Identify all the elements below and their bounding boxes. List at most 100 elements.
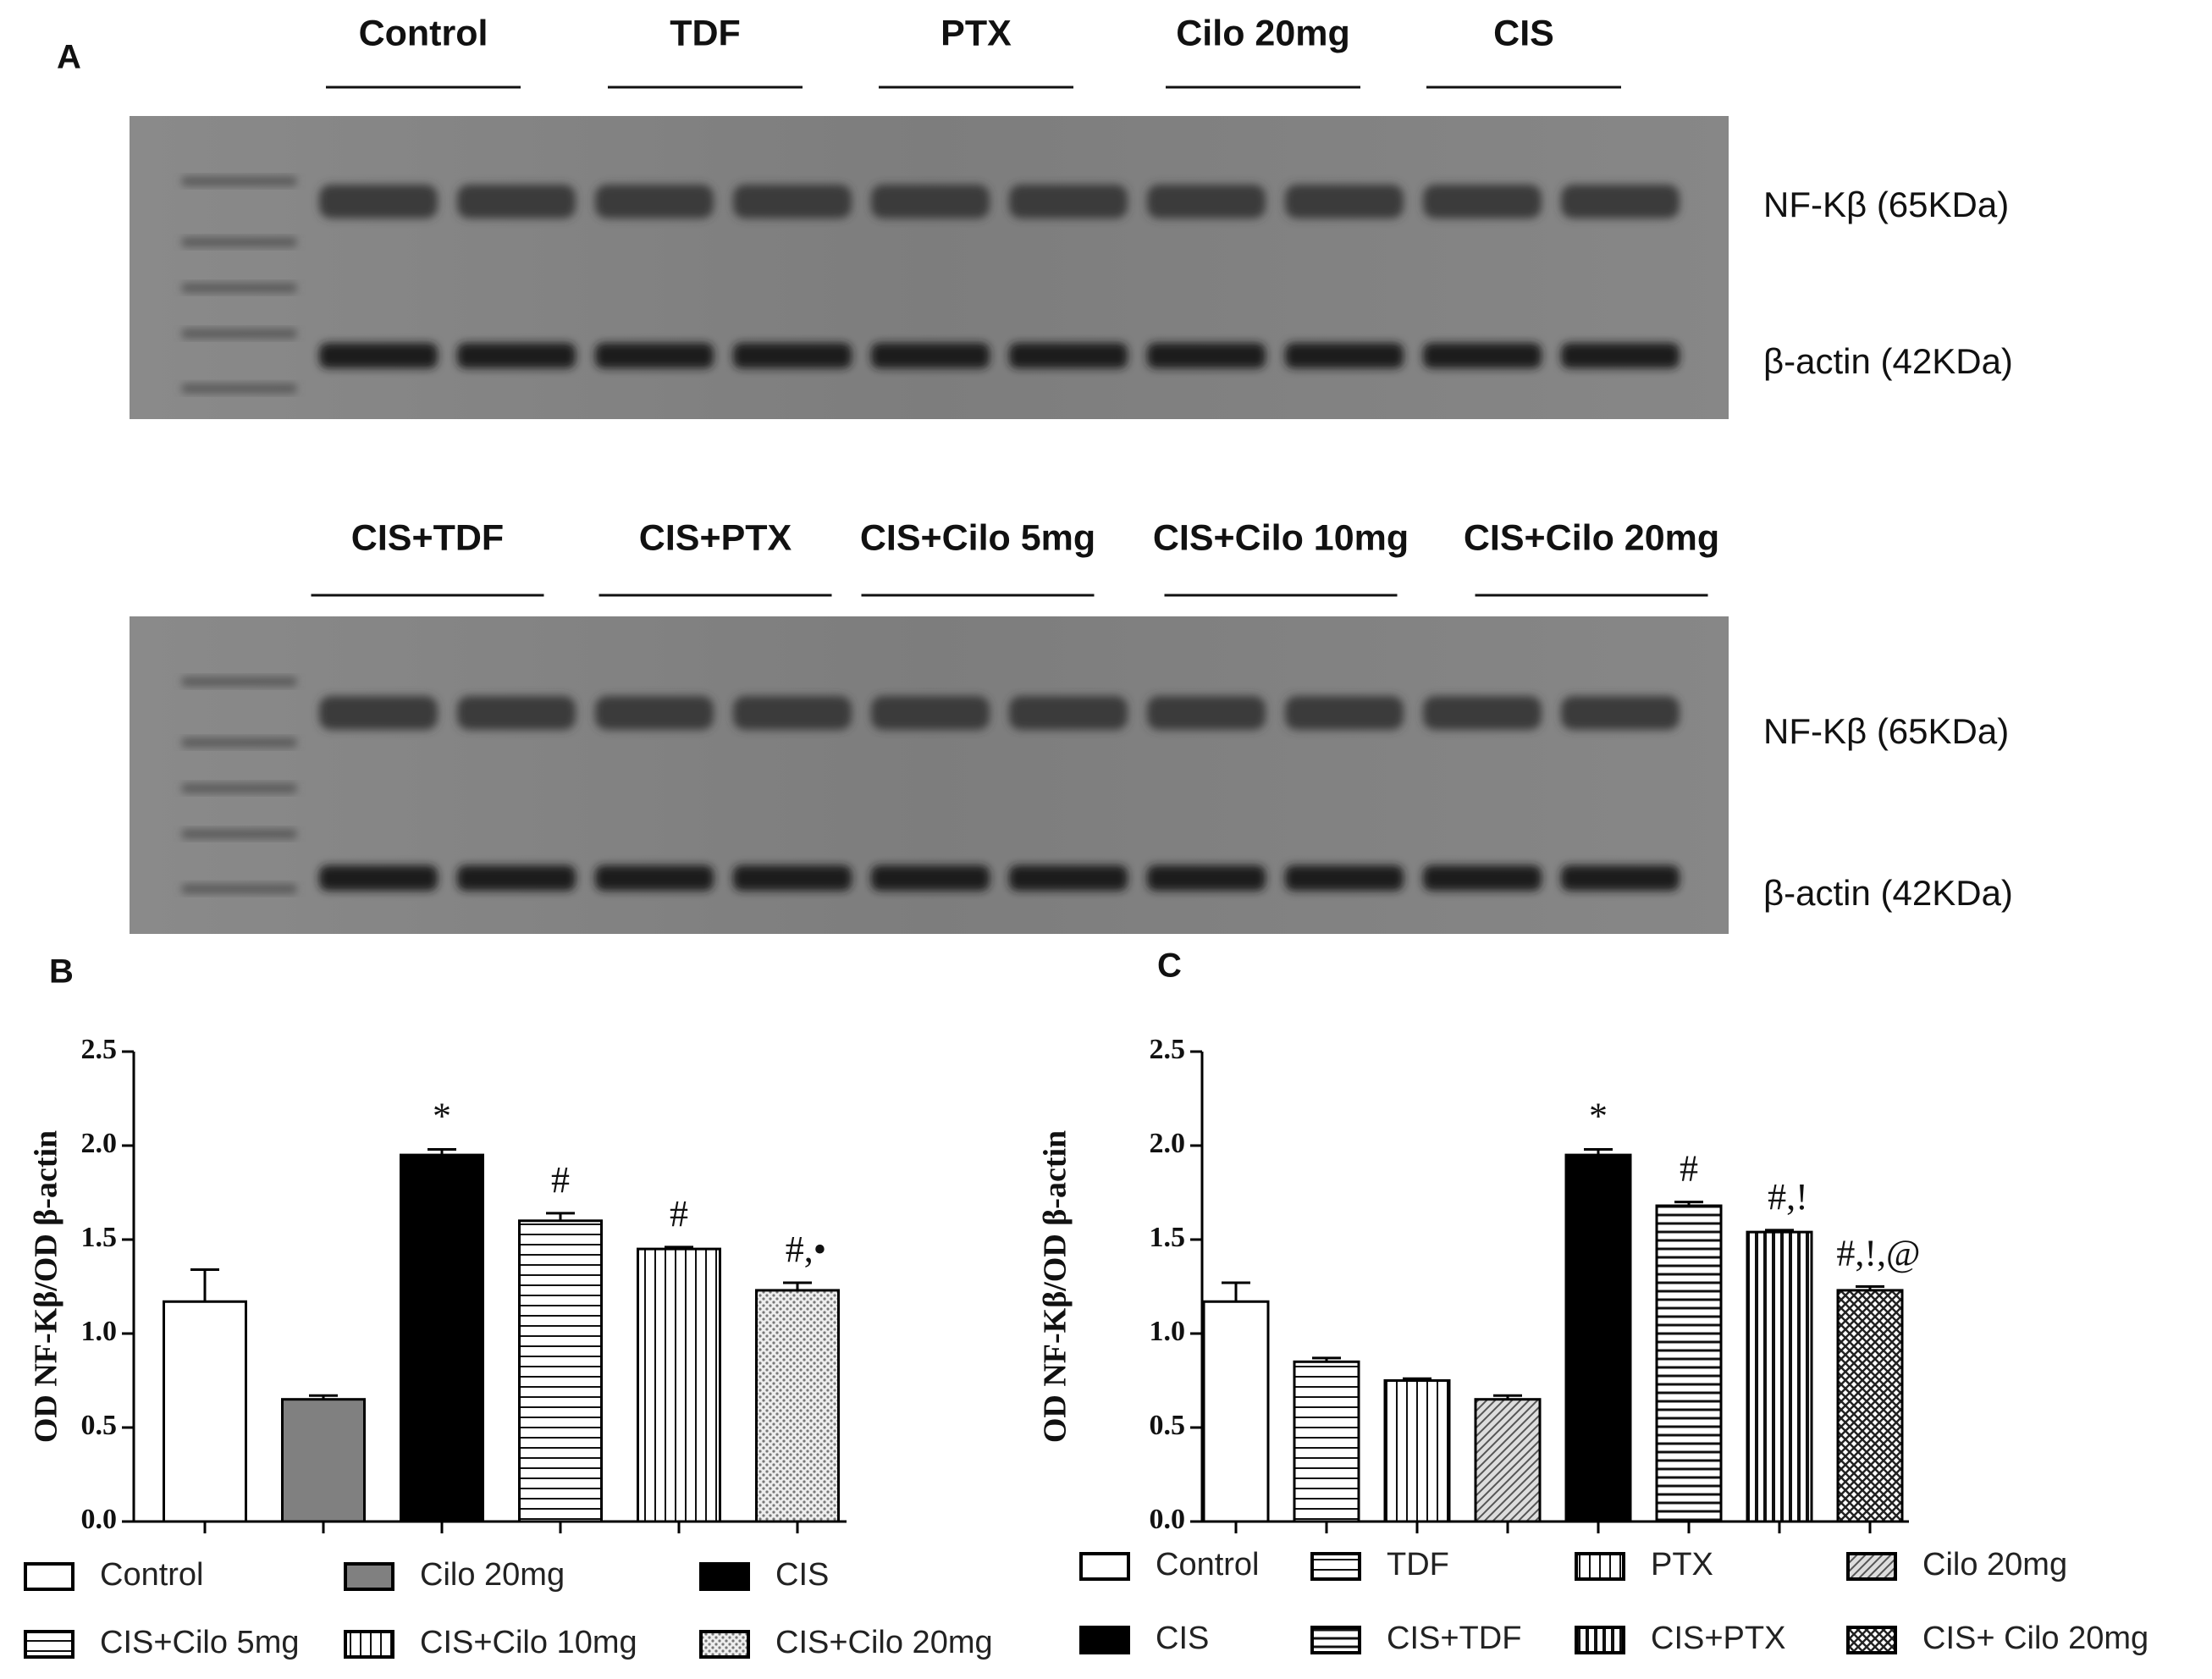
significance-label: # xyxy=(551,1159,570,1201)
nf-kb-band xyxy=(595,185,714,218)
nf-kb-band xyxy=(595,696,714,730)
error-bar xyxy=(1222,1281,1250,1302)
legend-label: TDF xyxy=(1387,1547,1449,1582)
error-bar xyxy=(190,1268,219,1302)
legend-swatch xyxy=(344,1562,394,1591)
nf-kb-band xyxy=(1285,696,1404,730)
blot-membrane xyxy=(130,116,1729,419)
nf-kb-band xyxy=(1561,185,1680,218)
legend-swatch xyxy=(344,1630,394,1659)
actin-band xyxy=(595,343,714,368)
lane-group-label: CIS+Cilo 5mg xyxy=(860,517,1095,558)
legend-label: CIS+Cilo 5mg xyxy=(100,1625,299,1660)
lane-group-label: CIS+PTX xyxy=(639,517,792,558)
bar xyxy=(163,1300,247,1523)
y-tick-label: 0.5 xyxy=(81,1410,118,1441)
actin-band xyxy=(319,343,438,368)
significance-label: #,!,@ xyxy=(1836,1233,1920,1274)
legend-swatch xyxy=(1079,1552,1130,1581)
band-label: β-actin (42KDa) xyxy=(1763,873,2013,913)
bar xyxy=(1746,1230,1813,1523)
y-tick-label: 1.5 xyxy=(1150,1222,1186,1253)
y-tick-label: 0.0 xyxy=(1150,1504,1186,1535)
actin-band xyxy=(1009,343,1128,368)
legend-label: CIS+PTX xyxy=(1651,1621,1785,1656)
lane-group-label: Control xyxy=(359,13,488,53)
lane-group-label: Cilo 20mg xyxy=(1176,13,1350,53)
blot-bands xyxy=(182,177,1680,893)
bar xyxy=(1474,1398,1542,1523)
nf-kb-band xyxy=(733,185,852,218)
significance-label: # xyxy=(1680,1148,1698,1190)
nf-kb-band xyxy=(319,696,438,730)
nf-kb-band xyxy=(871,696,990,730)
lane-group-label: CIS+TDF xyxy=(351,517,504,558)
nf-kb-band xyxy=(1147,696,1266,730)
legend-swatch xyxy=(699,1562,750,1591)
y-tick-label: 2.5 xyxy=(1150,1034,1186,1065)
y-tick-label: 1.0 xyxy=(1150,1316,1186,1347)
actin-band xyxy=(457,865,576,891)
nf-kb-band xyxy=(1147,185,1266,218)
nf-kb-band xyxy=(1561,696,1680,730)
legend-swatch xyxy=(24,1630,74,1659)
actin-band xyxy=(457,343,576,368)
legend-label: Cilo 20mg xyxy=(420,1557,565,1593)
lane-group-label: CIS xyxy=(1493,13,1554,53)
legend-label: Control xyxy=(1156,1547,1260,1582)
lane-group-label: PTX xyxy=(941,13,1012,53)
actin-band xyxy=(733,343,852,368)
significance-label: #,! xyxy=(1768,1176,1808,1218)
actin-band xyxy=(1285,343,1404,368)
nf-kb-band xyxy=(1009,185,1128,218)
band-label: β-actin (42KDa) xyxy=(1763,341,2013,381)
nf-kb-band xyxy=(733,696,852,730)
bar xyxy=(637,1247,721,1523)
legend-label: CIS+ Cilo 20mg xyxy=(1922,1621,2149,1656)
band-label: NF-Kβ (65KDa) xyxy=(1763,711,2009,751)
bar xyxy=(1836,1289,1904,1523)
ladder-band xyxy=(182,830,296,838)
nf-kb-band xyxy=(871,185,990,218)
actin-band xyxy=(1147,865,1266,891)
actin-band xyxy=(1009,865,1128,891)
actin-band xyxy=(319,865,438,891)
y-tick-label: 2.0 xyxy=(81,1128,118,1159)
ladder-band xyxy=(182,238,296,246)
ladder-band xyxy=(182,677,296,686)
nf-kb-band xyxy=(457,185,576,218)
significance-label: # xyxy=(670,1193,688,1234)
legend-label: PTX xyxy=(1651,1547,1713,1582)
significance-label: * xyxy=(433,1096,451,1137)
legend-label: CIS+TDF xyxy=(1387,1621,1521,1656)
actin-band xyxy=(1561,343,1680,368)
legend-label: CIS xyxy=(775,1557,829,1593)
nf-kb-band xyxy=(319,185,438,218)
significance-label: * xyxy=(1589,1096,1608,1137)
actin-band xyxy=(733,865,852,891)
actin-band xyxy=(595,865,714,891)
y-tick-label: 0.0 xyxy=(81,1504,118,1535)
legend-swatch xyxy=(1310,1626,1361,1654)
actin-band xyxy=(1423,865,1542,891)
bar xyxy=(281,1398,366,1523)
bar xyxy=(1202,1300,1270,1523)
nf-kb-band xyxy=(1285,185,1404,218)
bar xyxy=(1564,1153,1632,1523)
actin-band xyxy=(1561,865,1680,891)
legend-swatch xyxy=(1079,1626,1130,1654)
actin-band xyxy=(871,343,990,368)
actin-band xyxy=(1285,865,1404,891)
y-axis-label: OD NF-Kβ/OD β-actin xyxy=(1038,1130,1073,1443)
legend-swatch xyxy=(1310,1552,1361,1581)
ladder-band xyxy=(182,384,296,393)
nf-kb-band xyxy=(457,696,576,730)
ladder-band xyxy=(182,884,296,893)
y-tick-label: 0.5 xyxy=(1150,1410,1186,1441)
actin-band xyxy=(1423,343,1542,368)
ladder-band xyxy=(182,329,296,338)
panel-label: B xyxy=(49,953,74,991)
ladder-band xyxy=(182,284,296,292)
